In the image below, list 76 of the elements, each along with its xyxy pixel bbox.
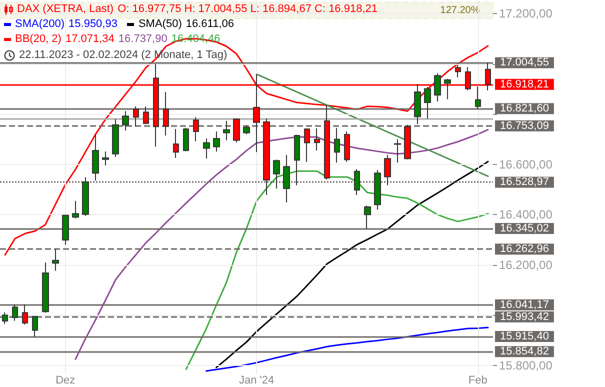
candlestick xyxy=(324,104,330,180)
candlestick xyxy=(455,64,461,78)
candlestick xyxy=(203,138,210,160)
candlestick xyxy=(384,154,391,186)
candlestick xyxy=(143,106,149,125)
line-series xyxy=(206,326,489,372)
candlestick xyxy=(32,316,38,338)
ref-line-label: 16.041,17 xyxy=(500,298,549,311)
x-tick-label: Dez xyxy=(56,374,76,386)
candlestick xyxy=(223,120,230,141)
x-tick-label: Feb xyxy=(468,374,488,386)
candlestick xyxy=(354,168,360,196)
candlestick xyxy=(183,127,189,152)
candlestick xyxy=(424,86,431,120)
candlestick xyxy=(404,124,411,160)
line-series xyxy=(74,128,489,360)
band-label: 127.20% xyxy=(440,4,480,16)
candlestick xyxy=(475,86,481,110)
candlestick xyxy=(374,170,381,210)
ref-line-label: 17.004,55 xyxy=(500,56,549,69)
legend-label: DAX (XETRA, Last) xyxy=(17,2,114,17)
candlestick xyxy=(314,128,320,152)
candlestick xyxy=(344,130,350,162)
ref-line-label: 15.915,40 xyxy=(500,330,549,342)
candlestick xyxy=(283,154,290,203)
candlestick xyxy=(2,312,8,324)
ref-line-label: 16.345,02 xyxy=(500,222,549,234)
candlestick xyxy=(122,110,129,131)
ref-line-label: 16.821,60 xyxy=(500,102,549,115)
candlestick xyxy=(294,134,300,186)
candlestick xyxy=(193,116,199,142)
y-tick-label: 16.400,00 xyxy=(499,208,553,222)
candlestick xyxy=(133,106,139,127)
candlestick xyxy=(394,138,401,164)
y-tick-label: 16.600,00 xyxy=(499,157,553,172)
annotation: 16.611,06 xyxy=(186,17,234,32)
ref-line-label: 16.918,21 xyxy=(500,78,549,90)
annotation: O: 16.977,75 H: 17.004,55 L: 16.894,67 C: 16.918,21 xyxy=(118,2,378,17)
y-tick-label: 17.200,00 xyxy=(499,6,553,21)
candlestick xyxy=(82,176,89,216)
candlestick xyxy=(334,127,340,164)
legend-label: SMA(50) xyxy=(138,17,182,32)
candlestick xyxy=(444,78,451,100)
candlestick xyxy=(12,304,18,322)
candlestick xyxy=(263,118,270,196)
annotation: 17.071,34 xyxy=(65,32,114,47)
candlestick xyxy=(163,91,169,136)
candlestick xyxy=(364,205,371,229)
ref-line-label: 16.262,96 xyxy=(500,243,549,256)
candlestick xyxy=(233,118,240,144)
annotation: 15.950,93 xyxy=(68,17,118,32)
y-tick-label: 16.200,00 xyxy=(499,258,553,272)
legend-label: BB(20, 2) xyxy=(15,32,62,47)
candlestick xyxy=(273,159,280,190)
ref-line-label: 16.528,97 xyxy=(500,176,549,188)
candlestick xyxy=(72,200,79,219)
candlestick xyxy=(414,83,421,125)
candlestick xyxy=(102,151,109,166)
ref-line-label: 16.753,09 xyxy=(500,120,549,132)
ref-line-label: 15.993,42 xyxy=(500,310,549,323)
candlestick xyxy=(173,128,179,158)
y-tick-label: 15.800,00 xyxy=(499,358,553,372)
annotation: 16.737,90 xyxy=(118,32,168,47)
candlestick xyxy=(62,214,69,246)
candlestick xyxy=(434,72,441,102)
candlestick xyxy=(52,248,59,272)
candlestick xyxy=(213,130,220,152)
candlestick xyxy=(243,124,250,135)
candlestick xyxy=(112,118,119,158)
candlestick xyxy=(92,134,99,181)
x-tick-label: Jan '24 xyxy=(238,374,274,386)
candlestick xyxy=(42,262,49,314)
ref-line-label: 15.854,82 xyxy=(500,346,549,358)
candlestick xyxy=(304,128,310,162)
candlestick xyxy=(22,304,28,325)
legend-label: SMA(200) xyxy=(15,17,65,32)
